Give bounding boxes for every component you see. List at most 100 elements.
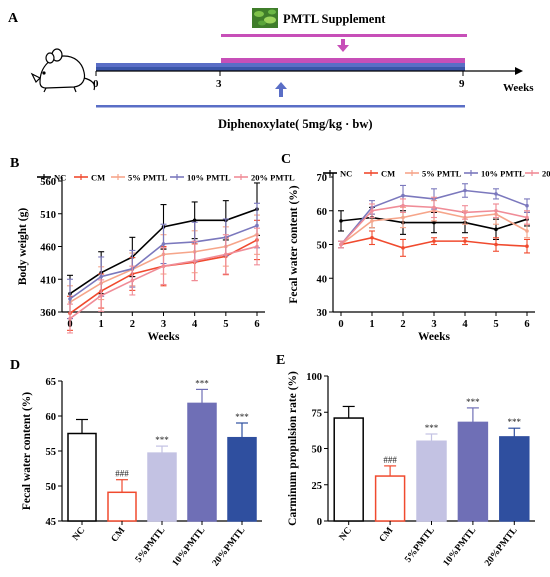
significance-mark: *** bbox=[195, 378, 209, 388]
significance-mark: *** bbox=[425, 423, 439, 433]
data-point bbox=[192, 218, 197, 223]
data-point bbox=[130, 278, 135, 283]
axis-label-weeks: Weeks bbox=[503, 82, 534, 94]
legend-label: 5% PMTL bbox=[128, 173, 168, 183]
data-point bbox=[463, 239, 467, 243]
y-tick-label: 0 bbox=[317, 517, 322, 528]
tick-label: 9 bbox=[459, 78, 465, 90]
x-tick-label: 5%PMTL bbox=[134, 526, 168, 565]
x-axis-label: Weeks bbox=[418, 331, 450, 343]
x-tick-label: 20%PMTL bbox=[211, 526, 247, 569]
bar-5pmtl bbox=[147, 452, 177, 522]
significance-mark: ### bbox=[115, 469, 129, 479]
bar-cm bbox=[107, 491, 137, 522]
up-arrow-icon bbox=[275, 82, 287, 97]
x-tick-label: 3 bbox=[431, 319, 436, 330]
data-point bbox=[494, 192, 498, 196]
data-point bbox=[401, 246, 405, 250]
bar-10pmtl bbox=[187, 402, 217, 522]
data-point bbox=[255, 244, 259, 249]
tick-label: 3 bbox=[216, 78, 222, 90]
x-tick-label: 6 bbox=[524, 319, 529, 330]
panel-c: C 30 40 50 60 70 0 1 2 3 4 5 6 Weeks Fecal water conte… bbox=[281, 152, 550, 343]
down-arrow-icon bbox=[337, 39, 349, 52]
legend-label: 20% PMTL bbox=[542, 169, 550, 179]
y-tick-label: 50 bbox=[46, 482, 57, 493]
legend-label: 10% PMTL bbox=[187, 173, 231, 183]
data-point bbox=[401, 215, 405, 220]
x-tick-label: 3 bbox=[161, 319, 166, 330]
legend-label: 20% PMTL bbox=[251, 173, 295, 183]
x-tick-label: 10%PMTL bbox=[171, 526, 207, 569]
panel-d: D 45 50 55 60 65 Fecal water content (%) NC ### C… bbox=[10, 358, 262, 568]
data-point bbox=[192, 259, 197, 263]
data-point bbox=[432, 220, 436, 225]
timeline-dark-bar bbox=[96, 67, 465, 71]
data-point bbox=[525, 229, 529, 233]
y-tick-label: 460 bbox=[40, 243, 56, 254]
bar-5pmtl bbox=[416, 440, 447, 522]
timeline-blue-bar bbox=[96, 63, 465, 67]
y-tick-label: 25 bbox=[312, 481, 323, 492]
legend-label: CM bbox=[91, 173, 105, 183]
legend-label: 5% PMTL bbox=[422, 169, 462, 179]
y-axis-label: Fecal water content (%) bbox=[288, 185, 300, 303]
significance-mark: ### bbox=[383, 455, 397, 465]
data-point bbox=[525, 215, 529, 220]
data-point bbox=[68, 297, 72, 301]
significance-mark: *** bbox=[466, 397, 480, 407]
x-tick-label: CM bbox=[110, 526, 128, 545]
y-tick-label: 45 bbox=[46, 517, 57, 528]
y-tick-label: 100 bbox=[306, 372, 322, 383]
data-point bbox=[494, 242, 498, 247]
y-tick-label: 560 bbox=[40, 177, 56, 188]
legend-label: CM bbox=[381, 169, 395, 179]
data-point bbox=[68, 316, 72, 321]
diphenoxylate-line bbox=[96, 105, 465, 108]
y-tick-label: 70 bbox=[317, 173, 328, 184]
x-tick-label: 6 bbox=[254, 319, 259, 330]
y-axis-label: Body weight (g) bbox=[17, 208, 29, 285]
legend-label: 10% PMTL bbox=[481, 169, 525, 179]
x-tick-label: 2 bbox=[130, 319, 135, 330]
panel-label: D bbox=[10, 358, 20, 373]
data-point bbox=[401, 193, 405, 198]
data-point bbox=[370, 219, 374, 223]
bar-nc bbox=[67, 432, 97, 522]
legend-label: NC bbox=[340, 169, 352, 179]
y-tick-label: 40 bbox=[317, 274, 328, 285]
x-tick-label: 5 bbox=[493, 319, 498, 330]
data-point bbox=[99, 274, 103, 279]
leaf-photo-icon bbox=[252, 8, 278, 28]
supplement-line bbox=[221, 34, 467, 37]
supplement-label: PMTL Supplement bbox=[283, 12, 386, 26]
data-point bbox=[494, 227, 498, 232]
x-tick-label: 10%PMTL bbox=[442, 526, 478, 569]
bar-20pmtl bbox=[499, 436, 530, 522]
data-point bbox=[432, 239, 436, 243]
data-point bbox=[401, 203, 405, 208]
x-tick-label: NC bbox=[338, 526, 354, 543]
data-point bbox=[463, 188, 467, 193]
x-tick-label: 0 bbox=[338, 319, 343, 330]
x-tick-label: 5%PMTL bbox=[403, 526, 437, 565]
bar-10pmtl bbox=[457, 421, 489, 522]
data-point bbox=[463, 210, 467, 215]
diphenoxylate-label: Diphenoxylate( 5mg/kg · bw) bbox=[218, 117, 373, 131]
y-tick-label: 50 bbox=[312, 445, 323, 456]
x-tick-label: CM bbox=[378, 526, 396, 545]
axis-arrow-icon bbox=[515, 67, 523, 75]
x-tick-label: 4 bbox=[462, 319, 468, 330]
x-axis-label: Weeks bbox=[148, 331, 180, 343]
bar-cm bbox=[374, 475, 406, 522]
data-point bbox=[224, 252, 228, 257]
x-tick-label: 1 bbox=[99, 319, 104, 330]
data-point bbox=[370, 208, 374, 213]
y-tick-label: 55 bbox=[46, 447, 57, 458]
panel-b: B3604104605105600123456WeeksBody weight … bbox=[10, 156, 295, 343]
y-tick-label: 75 bbox=[312, 408, 323, 419]
x-tick-label: 20%PMTL bbox=[483, 526, 519, 569]
x-tick-label: 1 bbox=[369, 319, 374, 330]
panel-a: A PMTL Supplement 0 3 9 Weeks bbox=[8, 8, 534, 131]
data-point bbox=[339, 242, 343, 247]
